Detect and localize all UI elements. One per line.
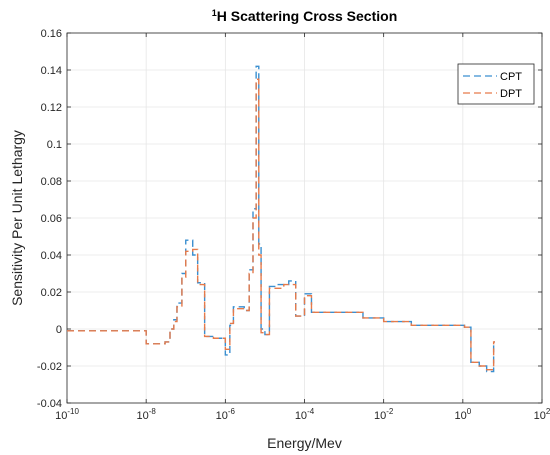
x-tick-label: 10-6	[216, 407, 236, 422]
y-tick-label: -0.04	[37, 398, 62, 410]
y-tick-label: 0.14	[41, 65, 62, 77]
y-tick-label: 0.02	[41, 287, 62, 299]
tick-layer: -0.04 -0.02 0 0.02 0.04 0.06 0.08 0.1 0.12 0.14 0.…	[37, 28, 550, 422]
x-tick-label: 10-4	[295, 407, 315, 422]
y-tick-label: 0.08	[41, 176, 62, 188]
y-tick-label: 0	[56, 324, 62, 336]
x-tick-label: 100	[454, 407, 471, 422]
x-tick-label: 102	[534, 407, 550, 422]
x-axis-label: Energy/Mev	[267, 435, 342, 451]
y-tick-label: 0.1	[47, 139, 62, 151]
legend-box	[457, 63, 535, 105]
series-line-dpt	[67, 78, 496, 371]
x-tick-label: 10-8	[136, 407, 156, 422]
legend-label-cpt: CPT	[500, 71, 522, 83]
title-text: H Scattering Cross Section	[217, 8, 398, 24]
legend-label-dpt: DPT	[500, 88, 522, 100]
series-layer	[67, 65, 496, 373]
y-tick-label: 0.12	[41, 102, 62, 114]
y-tick-label: 0.16	[41, 28, 62, 40]
y-tick-label: 0.06	[41, 213, 62, 225]
y-tick-label: 0.04	[41, 250, 62, 262]
title-superscript: 1	[212, 8, 217, 18]
y-tick-label: -0.02	[37, 361, 62, 373]
y-axis-label: Sensitivity Per Unit Lethargy	[9, 130, 25, 306]
legend: CPT DPT	[457, 63, 535, 105]
chart-title: 1H Scattering Cross Section	[212, 8, 398, 24]
x-tick-label: 10-10	[55, 407, 79, 422]
x-tick-label: 10-2	[374, 407, 394, 422]
